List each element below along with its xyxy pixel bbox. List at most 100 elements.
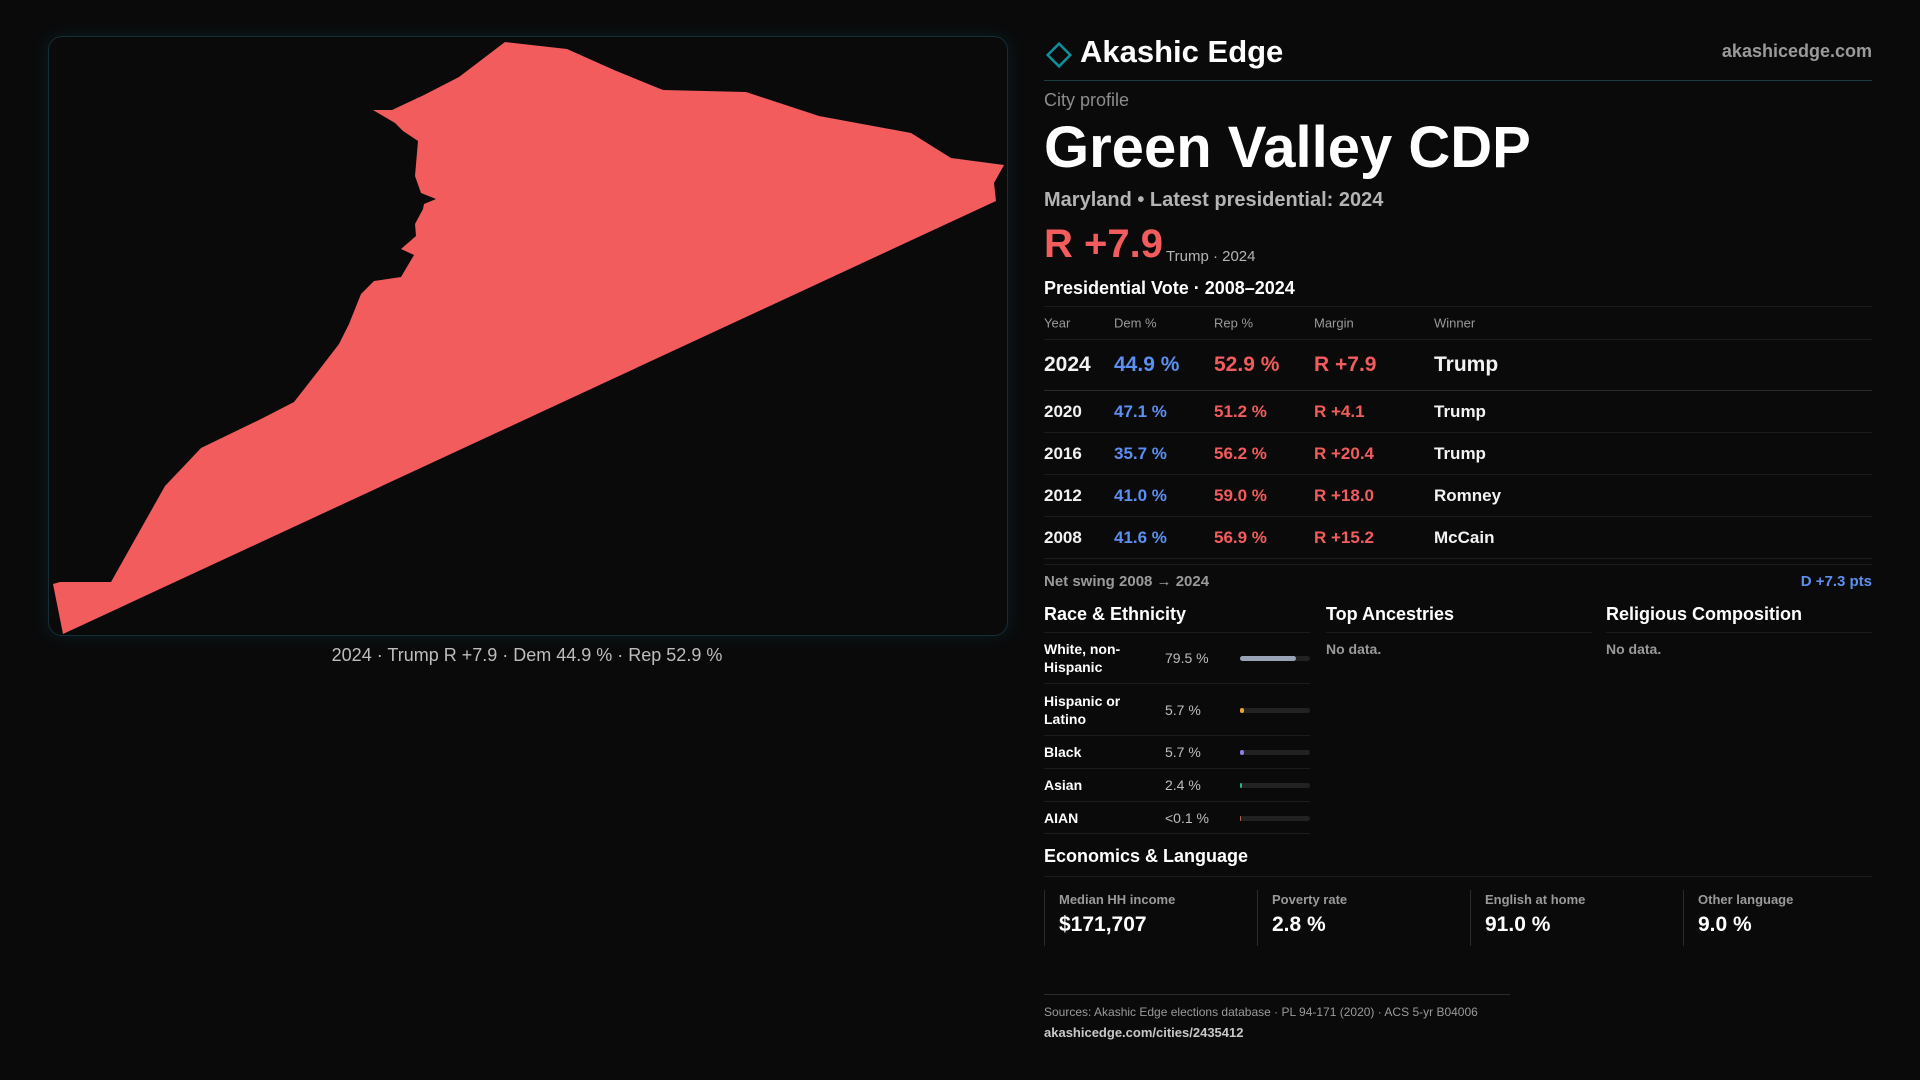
sources-text: Sources: Akashic Edge elections database… [1044, 1005, 1478, 1019]
city-boundary-shape[interactable] [53, 42, 1004, 634]
table-row: 2016 35.7 % 56.2 % R +20.4 Trump [1044, 433, 1872, 475]
economics-section-title: Economics & Language [1044, 846, 1249, 866]
row-margin: R +18.0 [1314, 485, 1375, 505]
page-title: Green Valley CDP [1044, 115, 1531, 180]
economics-grid: Median HH income $171,707 Poverty rate 2… [1044, 890, 1872, 946]
brand-name: Akashic Edge [1080, 34, 1284, 69]
race-section-title: Race & Ethnicity [1044, 600, 1310, 633]
row-dem: 35.7 % [1114, 443, 1167, 463]
race-ethnicity-section: Race & Ethnicity White, non-Hispanic 79.… [1044, 600, 1310, 834]
row-year: 2012 [1044, 485, 1082, 505]
econ-value: 91.0 % [1485, 913, 1551, 936]
race-bar-fill [1240, 750, 1244, 755]
latest-margin: R +7.9 [1044, 222, 1163, 266]
row-year: 2020 [1044, 401, 1082, 421]
race-row: White, non-Hispanic 79.5 % [1044, 633, 1310, 684]
religion-section-title: Religious Composition [1606, 600, 1872, 633]
econ-cell-income: Median HH income $171,707 [1044, 890, 1259, 946]
race-label: AIAN [1044, 809, 1079, 826]
row-margin: R +7.9 [1314, 353, 1377, 376]
race-bar-fill [1240, 783, 1242, 788]
race-row: Asian 2.4 % [1044, 769, 1310, 802]
row-margin: R +4.1 [1314, 401, 1365, 421]
row-dem: 47.1 % [1114, 401, 1167, 421]
footer: Sources: Akashic Edge elections database… [1044, 994, 1510, 1040]
header-rep: Rep % [1214, 315, 1254, 331]
row-winner: McCain [1434, 527, 1495, 547]
race-bar [1240, 783, 1310, 788]
row-margin: R +20.4 [1314, 443, 1375, 463]
row-winner: Trump [1434, 401, 1486, 421]
econ-cell-english: English at home 91.0 % [1470, 890, 1685, 946]
ancestries-section-title: Top Ancestries [1326, 600, 1592, 633]
table-row: 2024 44.9 % 52.9 % R +7.9 Trump [1044, 340, 1872, 391]
row-year: 2024 [1044, 353, 1091, 376]
econ-label: English at home [1485, 892, 1586, 907]
row-year: 2008 [1044, 527, 1082, 547]
row-margin: R +15.2 [1314, 527, 1375, 547]
diamond-logo-icon [1045, 41, 1073, 69]
brand-site-link[interactable]: akashicedge.com [1721, 41, 1872, 61]
row-winner: Trump [1434, 353, 1499, 376]
religion-empty: No data. [1606, 641, 1662, 657]
econ-cell-poverty: Poverty rate 2.8 % [1257, 890, 1472, 946]
table-row: 2012 41.0 % 59.0 % R +18.0 Romney [1044, 475, 1872, 517]
net-swing-row: Net swing 2008 → 2024 D +7.3 pts [1044, 564, 1872, 601]
econ-label: Median HH income [1059, 892, 1176, 907]
race-row: Black 5.7 % [1044, 736, 1310, 769]
race-bar [1240, 815, 1310, 821]
brand-header: Akashic Edge akashicedge.com [1044, 32, 1872, 81]
row-rep: 56.9 % [1214, 527, 1267, 547]
race-row: AIAN <0.1 % [1044, 802, 1310, 834]
race-value: 5.7 % [1165, 701, 1201, 718]
race-list: White, non-Hispanic 79.5 % Hispanic or L… [1044, 633, 1310, 834]
race-bar-fill [1240, 707, 1244, 713]
race-value: 2.4 % [1165, 777, 1201, 793]
econ-value: $171,707 [1059, 913, 1147, 936]
economics-header: Economics & Language [1044, 842, 1872, 877]
map-panel[interactable] [48, 36, 1008, 636]
econ-label: Poverty rate [1272, 892, 1348, 907]
ancestries-section: Top Ancestries No data. [1326, 600, 1592, 657]
page-subtitle: Maryland • Latest presidential: 2024 [1044, 189, 1384, 211]
table-row: 2020 47.1 % 51.2 % R +4.1 Trump [1044, 391, 1872, 433]
econ-value: 2.8 % [1272, 913, 1326, 936]
row-rep: 51.2 % [1214, 401, 1267, 421]
race-bar-fill [1240, 815, 1241, 821]
row-dem: 41.6 % [1114, 527, 1167, 547]
econ-value: 9.0 % [1698, 913, 1752, 936]
city-boundary-map [53, 42, 1004, 634]
map-caption: 2024 · Trump R +7.9 · Dem 44.9 % · Rep 5… [331, 645, 723, 665]
header-dem: Dem % [1114, 315, 1157, 331]
vote-table-header: Year Dem % Rep % Margin Winner [1044, 307, 1872, 340]
econ-label: Other language [1698, 892, 1794, 907]
ancestries-empty: No data. [1326, 641, 1382, 657]
race-bar [1240, 707, 1310, 713]
header-winner: Winner [1434, 315, 1476, 331]
header-year: Year [1044, 315, 1071, 331]
econ-cell-other-language: Other language 9.0 % [1683, 890, 1873, 946]
net-swing-label: Net swing 2008 → 2024 [1044, 573, 1210, 590]
race-value: 79.5 % [1165, 650, 1209, 666]
net-swing-value: D +7.3 pts [1800, 573, 1872, 590]
row-rep: 56.2 % [1214, 443, 1267, 463]
race-label: White, non-Hispanic [1044, 641, 1121, 675]
row-rep: 52.9 % [1214, 353, 1280, 376]
race-bar [1240, 750, 1310, 755]
row-year: 2016 [1044, 443, 1082, 463]
row-winner: Romney [1434, 485, 1502, 505]
page-url-link[interactable]: akashicedge.com/cities/2435412 [1044, 1025, 1244, 1040]
page-kicker: City profile [1044, 90, 1130, 110]
race-row: Hispanic or Latino 5.7 % [1044, 684, 1310, 736]
vote-table: Year Dem % Rep % Margin Winner 2024 44.9… [1044, 306, 1872, 559]
row-winner: Trump [1434, 443, 1486, 463]
row-rep: 59.0 % [1214, 485, 1267, 505]
race-label: Black [1044, 744, 1082, 760]
race-bar-fill [1240, 656, 1296, 661]
race-bar [1240, 656, 1310, 661]
table-row: 2008 41.6 % 56.9 % R +15.2 McCain [1044, 517, 1872, 559]
race-value: <0.1 % [1165, 809, 1209, 826]
header-margin: Margin [1314, 315, 1354, 331]
race-label: Hispanic or Latino [1044, 692, 1121, 727]
row-dem: 41.0 % [1114, 485, 1167, 505]
